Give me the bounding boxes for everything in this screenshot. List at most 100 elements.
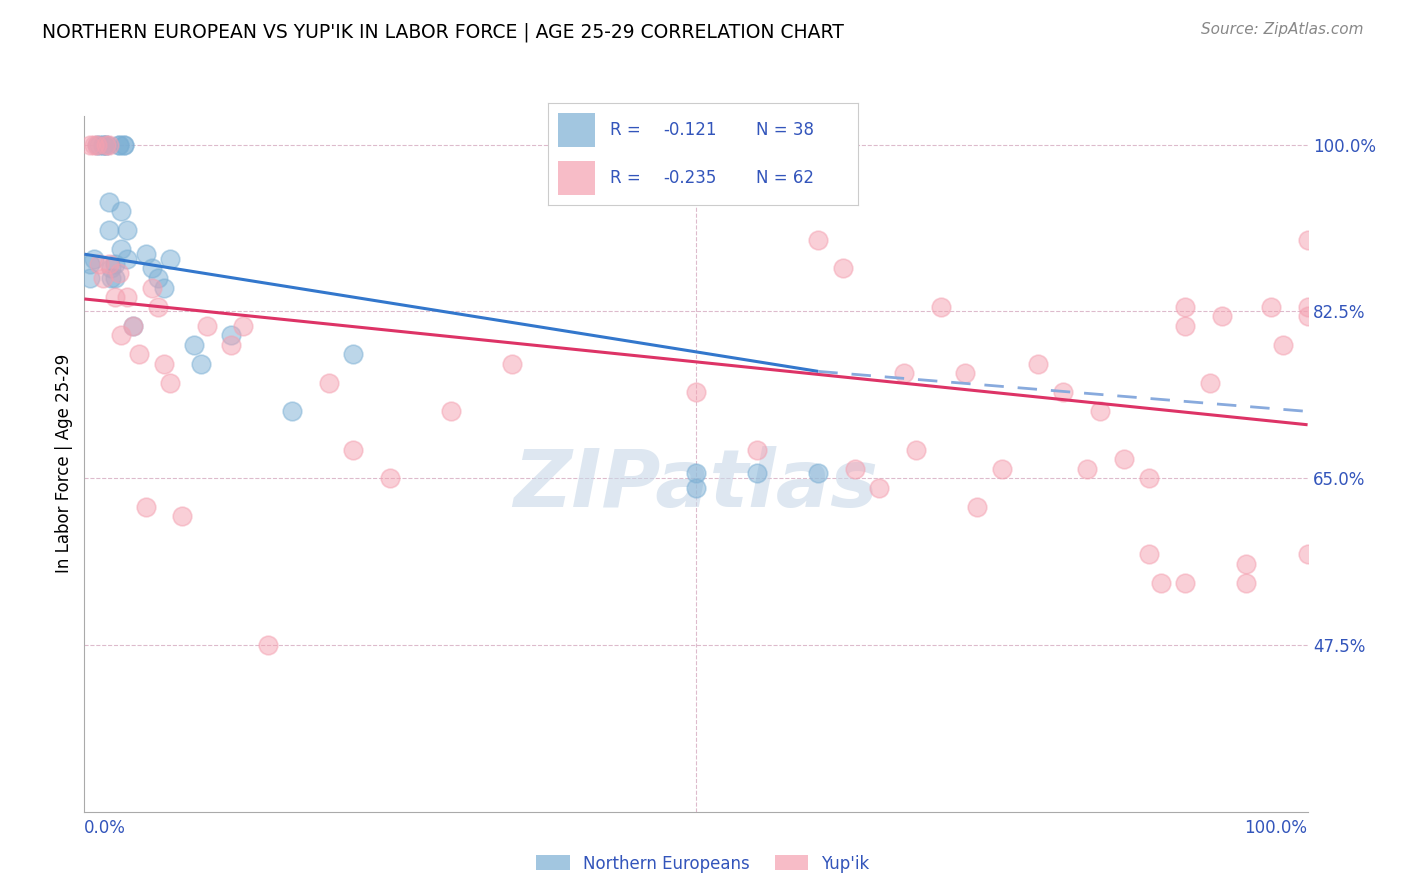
Point (79, 137, 101, 152)
Point (1150, 576, 1173, 591)
Point (104, 290, 127, 304)
Point (107, 137, 129, 152)
Point (100, 271, 122, 285)
Text: 0.0%: 0.0% (84, 820, 127, 838)
Point (96, 137, 118, 152)
Point (747, 442, 769, 457)
Point (159, 252, 181, 266)
Point (110, 328, 132, 343)
Point (87, 257, 110, 271)
Point (1028, 357, 1050, 371)
Point (96, 137, 118, 152)
Text: N = 38: N = 38 (755, 120, 814, 139)
Point (135, 500, 157, 514)
Point (685, 481, 707, 495)
Text: -0.235: -0.235 (662, 169, 716, 187)
Bar (558, 161, 595, 194)
Point (96, 137, 118, 152)
Bar (558, 112, 595, 146)
Point (1198, 376, 1220, 390)
Point (440, 404, 463, 418)
Text: N = 62: N = 62 (755, 169, 814, 187)
Point (86, 137, 108, 152)
Point (1052, 385, 1074, 400)
Point (380, 471, 402, 485)
Point (281, 404, 304, 418)
Point (685, 467, 707, 481)
Text: -0.121: -0.121 (662, 120, 716, 139)
Point (685, 385, 707, 400)
Point (172, 509, 194, 524)
Point (83, 137, 105, 152)
Point (1137, 548, 1160, 562)
Point (807, 467, 830, 481)
Point (1236, 557, 1258, 571)
Point (104, 257, 127, 271)
Point (1174, 300, 1197, 314)
Point (219, 337, 242, 351)
Point (115, 223, 138, 237)
Y-axis label: In Labor Force | Age 25-29: In Labor Force | Age 25-29 (55, 354, 73, 574)
Point (110, 243, 132, 257)
Point (128, 347, 150, 361)
Point (195, 318, 218, 333)
Point (91, 137, 114, 152)
Point (135, 247, 157, 261)
Text: R =: R = (610, 120, 641, 139)
Point (122, 318, 145, 333)
Point (1260, 300, 1282, 314)
Point (115, 252, 138, 266)
Text: R =: R = (610, 169, 641, 187)
Point (112, 137, 135, 152)
Point (1211, 309, 1233, 323)
Point (905, 442, 928, 457)
Point (115, 290, 138, 304)
Point (183, 337, 205, 351)
Point (110, 204, 132, 219)
Point (807, 233, 830, 247)
Point (87, 137, 110, 152)
Point (79, 257, 101, 271)
Point (1088, 404, 1111, 418)
Point (1174, 318, 1197, 333)
Point (153, 357, 176, 371)
Legend: Northern Europeans, Yup'ik: Northern Europeans, Yup'ik (530, 848, 876, 880)
Point (1296, 548, 1319, 562)
Text: ZIPatlas: ZIPatlas (513, 446, 879, 524)
Point (747, 467, 769, 481)
Point (97, 257, 120, 271)
Point (97, 194, 120, 209)
Point (141, 261, 163, 276)
Point (112, 137, 135, 152)
Point (893, 366, 915, 380)
Point (100, 261, 122, 276)
Point (146, 300, 169, 314)
Point (844, 461, 866, 475)
Point (91, 137, 114, 152)
Point (342, 442, 364, 457)
Text: 100.0%: 100.0% (1244, 820, 1308, 838)
Text: Source: ZipAtlas.com: Source: ZipAtlas.com (1201, 22, 1364, 37)
Point (953, 366, 976, 380)
Point (1272, 337, 1295, 351)
Point (831, 261, 853, 276)
Text: NORTHERN EUROPEAN VS YUP'IK IN LABOR FORCE | AGE 25-29 CORRELATION CHART: NORTHERN EUROPEAN VS YUP'IK IN LABOR FOR… (42, 22, 844, 42)
Point (146, 271, 169, 285)
Point (83, 252, 105, 266)
Point (107, 137, 129, 152)
Point (190, 357, 212, 371)
Point (86, 137, 108, 152)
Point (107, 266, 129, 280)
Point (1296, 300, 1319, 314)
Point (502, 357, 524, 371)
Point (153, 280, 176, 294)
Point (141, 280, 163, 294)
Point (1114, 452, 1136, 467)
Point (1174, 576, 1197, 591)
Point (91, 271, 114, 285)
Point (869, 481, 891, 495)
Point (1296, 233, 1319, 247)
Point (1137, 471, 1160, 485)
Point (342, 347, 364, 361)
Point (1296, 309, 1319, 323)
